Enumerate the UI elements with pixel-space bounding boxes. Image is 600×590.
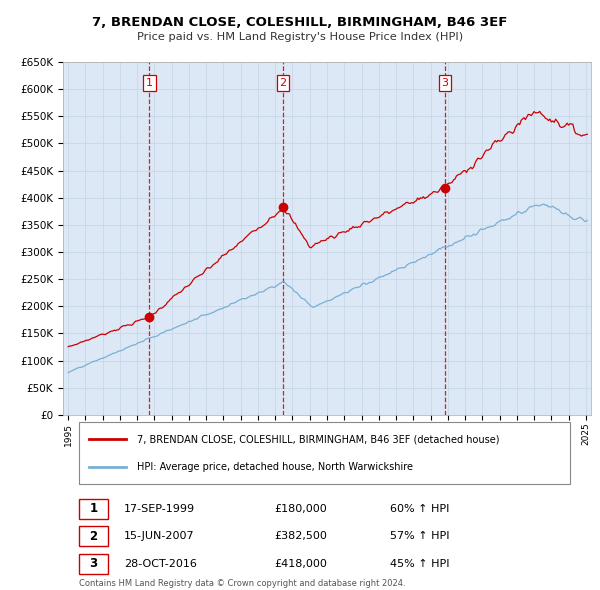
Text: 1: 1	[89, 502, 97, 515]
Text: 28-OCT-2016: 28-OCT-2016	[124, 559, 197, 569]
Text: 3: 3	[89, 558, 97, 571]
FancyBboxPatch shape	[79, 422, 570, 484]
Text: 1: 1	[146, 78, 153, 88]
Text: 17-SEP-1999: 17-SEP-1999	[124, 504, 195, 514]
Text: £418,000: £418,000	[274, 559, 327, 569]
Text: 3: 3	[442, 78, 448, 88]
Text: 7, BRENDAN CLOSE, COLESHILL, BIRMINGHAM, B46 3EF: 7, BRENDAN CLOSE, COLESHILL, BIRMINGHAM,…	[92, 16, 508, 29]
FancyBboxPatch shape	[79, 499, 108, 519]
Text: 45% ↑ HPI: 45% ↑ HPI	[391, 559, 450, 569]
Text: 57% ↑ HPI: 57% ↑ HPI	[391, 531, 450, 541]
Text: 2: 2	[89, 530, 97, 543]
Text: Price paid vs. HM Land Registry's House Price Index (HPI): Price paid vs. HM Land Registry's House …	[137, 32, 463, 42]
Text: Contains HM Land Registry data © Crown copyright and database right 2024.: Contains HM Land Registry data © Crown c…	[79, 579, 406, 588]
Text: HPI: Average price, detached house, North Warwickshire: HPI: Average price, detached house, Nort…	[137, 462, 413, 472]
FancyBboxPatch shape	[79, 554, 108, 573]
Text: 15-JUN-2007: 15-JUN-2007	[124, 531, 194, 541]
Text: £180,000: £180,000	[274, 504, 327, 514]
Text: 60% ↑ HPI: 60% ↑ HPI	[391, 504, 450, 514]
FancyBboxPatch shape	[79, 526, 108, 546]
Text: £382,500: £382,500	[274, 531, 327, 541]
Text: 7, BRENDAN CLOSE, COLESHILL, BIRMINGHAM, B46 3EF (detached house): 7, BRENDAN CLOSE, COLESHILL, BIRMINGHAM,…	[137, 434, 499, 444]
Text: 2: 2	[280, 78, 287, 88]
